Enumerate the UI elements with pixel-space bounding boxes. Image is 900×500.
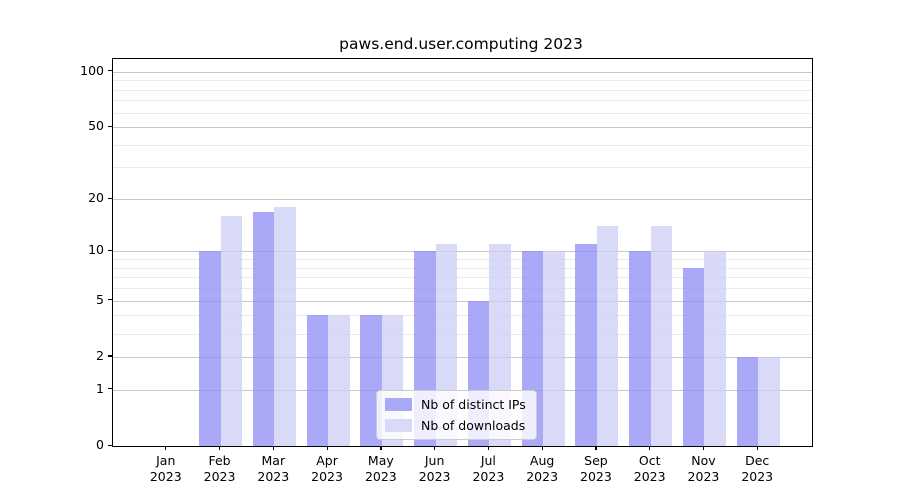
y-tick-label: 20 xyxy=(88,190,104,206)
bar-downloads-oct xyxy=(650,226,673,446)
minor-gridline xyxy=(113,259,812,261)
y-tick-mark xyxy=(108,444,112,446)
bar-downloads-dec xyxy=(758,356,780,446)
x-tick-label: Apr 2023 xyxy=(311,453,343,484)
bar-distinct-ips-dec xyxy=(736,356,759,446)
major-gridline xyxy=(113,127,812,129)
y-tick-mark xyxy=(108,355,112,357)
bar-distinct-ips-feb xyxy=(199,251,221,446)
bar-distinct-ips-mar xyxy=(252,211,275,446)
legend-swatch-downloads xyxy=(385,419,412,432)
major-gridline xyxy=(113,356,812,358)
x-tick-mark xyxy=(756,446,758,450)
x-tick-label: Jun 2023 xyxy=(418,453,451,484)
legend-swatch-distinct-ips xyxy=(385,398,412,411)
y-tick-mark xyxy=(108,249,112,252)
minor-gridline xyxy=(113,100,812,102)
y-tick-label: 2 xyxy=(96,347,104,363)
x-tick-mark xyxy=(165,446,167,450)
y-tick-mark xyxy=(108,70,112,72)
x-tick-label: May 2023 xyxy=(364,453,397,484)
x-tick-label: Dec 2023 xyxy=(741,453,774,484)
x-tick-mark xyxy=(272,446,274,450)
x-tick-label: Jul 2023 xyxy=(472,453,505,484)
x-tick-mark xyxy=(595,446,597,450)
minor-gridline xyxy=(113,167,812,169)
legend-label-distinct-ips: Nb of distinct IPs xyxy=(421,397,526,412)
legend: Nb of distinct IPs Nb of downloads xyxy=(376,390,537,440)
x-tick-mark xyxy=(219,446,221,450)
x-tick-mark xyxy=(541,446,543,450)
x-tick-mark xyxy=(326,446,328,450)
x-tick-mark xyxy=(702,446,705,450)
x-tick-label: Jan 2023 xyxy=(149,453,182,484)
x-tick-label: Oct 2023 xyxy=(633,453,666,484)
chart-title: paws.end.user.computing 2023 xyxy=(339,35,583,53)
bar-downloads-apr xyxy=(328,315,350,446)
legend-entry-downloads: Nb of downloads xyxy=(385,417,526,434)
minor-gridline xyxy=(113,89,812,91)
minor-gridline xyxy=(113,315,812,317)
y-tick-label: 1 xyxy=(96,380,104,396)
x-tick-label: Feb 2023 xyxy=(203,453,236,484)
bar-distinct-ips-sep xyxy=(575,244,597,446)
x-tick-label: Sep 2023 xyxy=(580,453,612,484)
x-tick-mark xyxy=(434,446,436,450)
x-tick-mark xyxy=(380,446,382,450)
y-tick-label: 100 xyxy=(80,62,104,78)
y-tick-mark xyxy=(108,125,112,127)
y-tick-label: 0 xyxy=(96,437,104,452)
bar-downloads-sep xyxy=(596,226,619,446)
bar-distinct-ips-nov xyxy=(682,267,705,446)
y-tick-mark xyxy=(108,197,112,199)
x-tick-mark xyxy=(487,446,490,450)
x-tick-label: Aug 2023 xyxy=(526,453,559,484)
y-tick-label: 50 xyxy=(88,118,104,134)
x-tick-mark xyxy=(649,446,651,450)
minor-gridline xyxy=(113,112,812,114)
bar-distinct-ips-apr xyxy=(306,315,329,446)
bar-downloads-mar xyxy=(274,207,296,446)
bar-downloads-aug xyxy=(543,251,565,446)
minor-gridline xyxy=(113,80,812,82)
bar-distinct-ips-oct xyxy=(629,251,651,446)
legend-label-downloads: Nb of downloads xyxy=(421,418,526,433)
legend-entry-distinct-ips: Nb of distinct IPs xyxy=(385,396,526,413)
bar-downloads-feb xyxy=(220,216,243,446)
major-gridline xyxy=(113,251,812,253)
minor-gridline xyxy=(113,267,812,269)
minor-gridline xyxy=(113,333,812,335)
x-tick-label: Mar 2023 xyxy=(257,453,290,484)
major-gridline xyxy=(113,199,812,201)
y-tick-label: 10 xyxy=(88,242,104,258)
plot-area xyxy=(112,58,813,447)
minor-gridline xyxy=(113,288,812,290)
y-tick-label: 5 xyxy=(96,291,104,307)
major-gridline xyxy=(113,300,812,302)
y-tick-mark xyxy=(108,299,112,301)
major-gridline xyxy=(113,71,812,73)
x-tick-label: Nov 2023 xyxy=(687,453,720,484)
minor-gridline xyxy=(113,277,812,279)
minor-gridline xyxy=(113,144,812,146)
bar-downloads-nov xyxy=(704,251,726,446)
y-tick-mark xyxy=(108,388,112,390)
